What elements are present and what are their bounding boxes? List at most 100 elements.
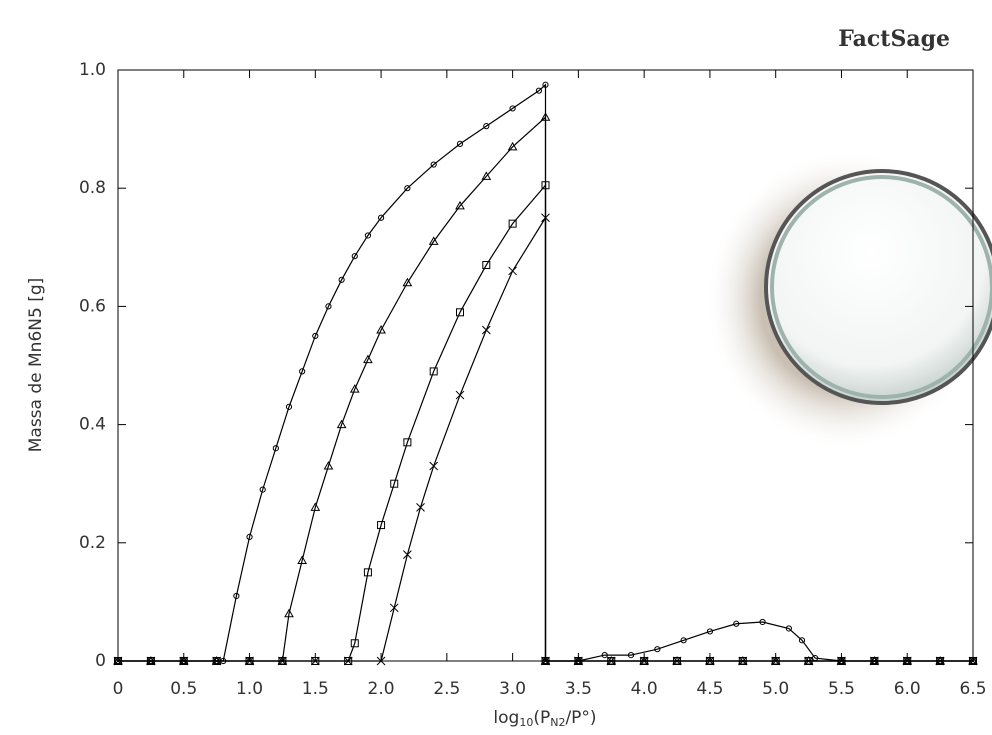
marker — [837, 656, 846, 666]
marker — [804, 656, 813, 666]
x-label-subscript: 10 — [519, 716, 533, 729]
marker — [639, 656, 649, 666]
marker — [456, 140, 464, 147]
marker — [902, 656, 912, 666]
marker — [310, 656, 320, 666]
marker — [363, 354, 373, 364]
marker — [336, 419, 347, 429]
marker — [245, 656, 254, 666]
marker — [377, 214, 385, 221]
marker — [601, 651, 608, 659]
y-tick-label: 0.8 — [79, 178, 106, 198]
x-tick-label: 4.0 — [631, 679, 658, 699]
x-tick-label: 1.5 — [302, 679, 329, 699]
x-label-subscript: N2 — [550, 716, 565, 729]
marker — [363, 568, 372, 577]
marker — [312, 332, 319, 340]
x-tick-label: 2.0 — [368, 679, 395, 699]
marker — [349, 384, 360, 393]
marker — [338, 276, 345, 283]
marker — [390, 479, 399, 488]
marker — [869, 656, 879, 666]
marker — [672, 656, 682, 666]
marker — [541, 181, 550, 190]
marker — [482, 261, 491, 270]
y-tick-label: 0.4 — [79, 415, 106, 435]
x-tick-label: 0.5 — [170, 679, 197, 699]
marker — [540, 112, 551, 121]
marker — [404, 185, 411, 192]
marker — [376, 656, 386, 666]
marker — [738, 656, 748, 666]
marker — [429, 461, 439, 471]
marker — [403, 550, 412, 559]
x-label-part: log — [493, 708, 519, 728]
marker — [508, 266, 517, 276]
marker — [508, 219, 517, 228]
marker — [798, 637, 806, 644]
x-label-part: /P°) — [565, 708, 596, 728]
marker — [507, 141, 518, 151]
magnifier — [705, 150, 992, 450]
x-tick-label: 0 — [113, 679, 124, 699]
marker — [541, 213, 550, 223]
marker — [325, 303, 332, 310]
y-axis-label: Massa de Mn6N5 [g] — [26, 278, 46, 453]
x-tick-label: 2.5 — [433, 679, 460, 699]
marker — [509, 105, 516, 112]
y-tick-label: 0.2 — [79, 533, 106, 553]
marker — [323, 460, 334, 470]
x-tick-label: 6.5 — [959, 679, 986, 699]
marker — [416, 502, 425, 512]
x-tick-label: 3.5 — [565, 679, 592, 699]
marker — [733, 620, 740, 627]
y-tick-label: 0 — [95, 651, 106, 671]
x-tick-label: 5.5 — [828, 679, 855, 699]
marker — [310, 502, 321, 511]
marker — [113, 656, 123, 666]
marker — [705, 656, 715, 666]
marker — [212, 656, 222, 666]
marker — [430, 161, 437, 168]
marker — [481, 171, 492, 180]
marker — [403, 438, 412, 447]
x-tick-label: 5.0 — [762, 679, 789, 699]
marker — [968, 656, 978, 666]
marker — [535, 87, 543, 94]
marker — [299, 368, 306, 375]
marker — [246, 533, 253, 540]
marker — [680, 637, 687, 644]
marker — [233, 592, 240, 600]
marker — [627, 651, 635, 659]
marker — [343, 656, 353, 666]
marker — [429, 367, 438, 376]
y-tick-label: 0.6 — [79, 296, 106, 316]
marker — [278, 656, 287, 666]
marker — [350, 639, 359, 648]
marker — [376, 325, 386, 334]
marker — [146, 656, 156, 666]
marker — [456, 308, 464, 317]
marker — [259, 486, 266, 493]
x-axis-label: log10(PN2/P°) — [493, 708, 596, 729]
series-line — [118, 83, 973, 662]
x-tick-label: 4.5 — [696, 679, 723, 699]
marker — [428, 236, 439, 245]
logo: FactSage — [838, 26, 950, 52]
marker — [771, 656, 781, 666]
marker — [654, 646, 661, 653]
marker — [179, 656, 189, 666]
marker — [284, 608, 294, 618]
marker — [351, 253, 358, 260]
marker — [297, 555, 308, 565]
marker — [481, 325, 491, 335]
x-tick-label: 3.0 — [499, 679, 526, 699]
marker — [364, 232, 372, 239]
marker — [455, 200, 465, 210]
marker — [574, 656, 583, 666]
marker — [377, 521, 386, 530]
x-label-part: (P — [533, 708, 550, 728]
marker — [606, 656, 616, 666]
marker — [542, 81, 549, 88]
